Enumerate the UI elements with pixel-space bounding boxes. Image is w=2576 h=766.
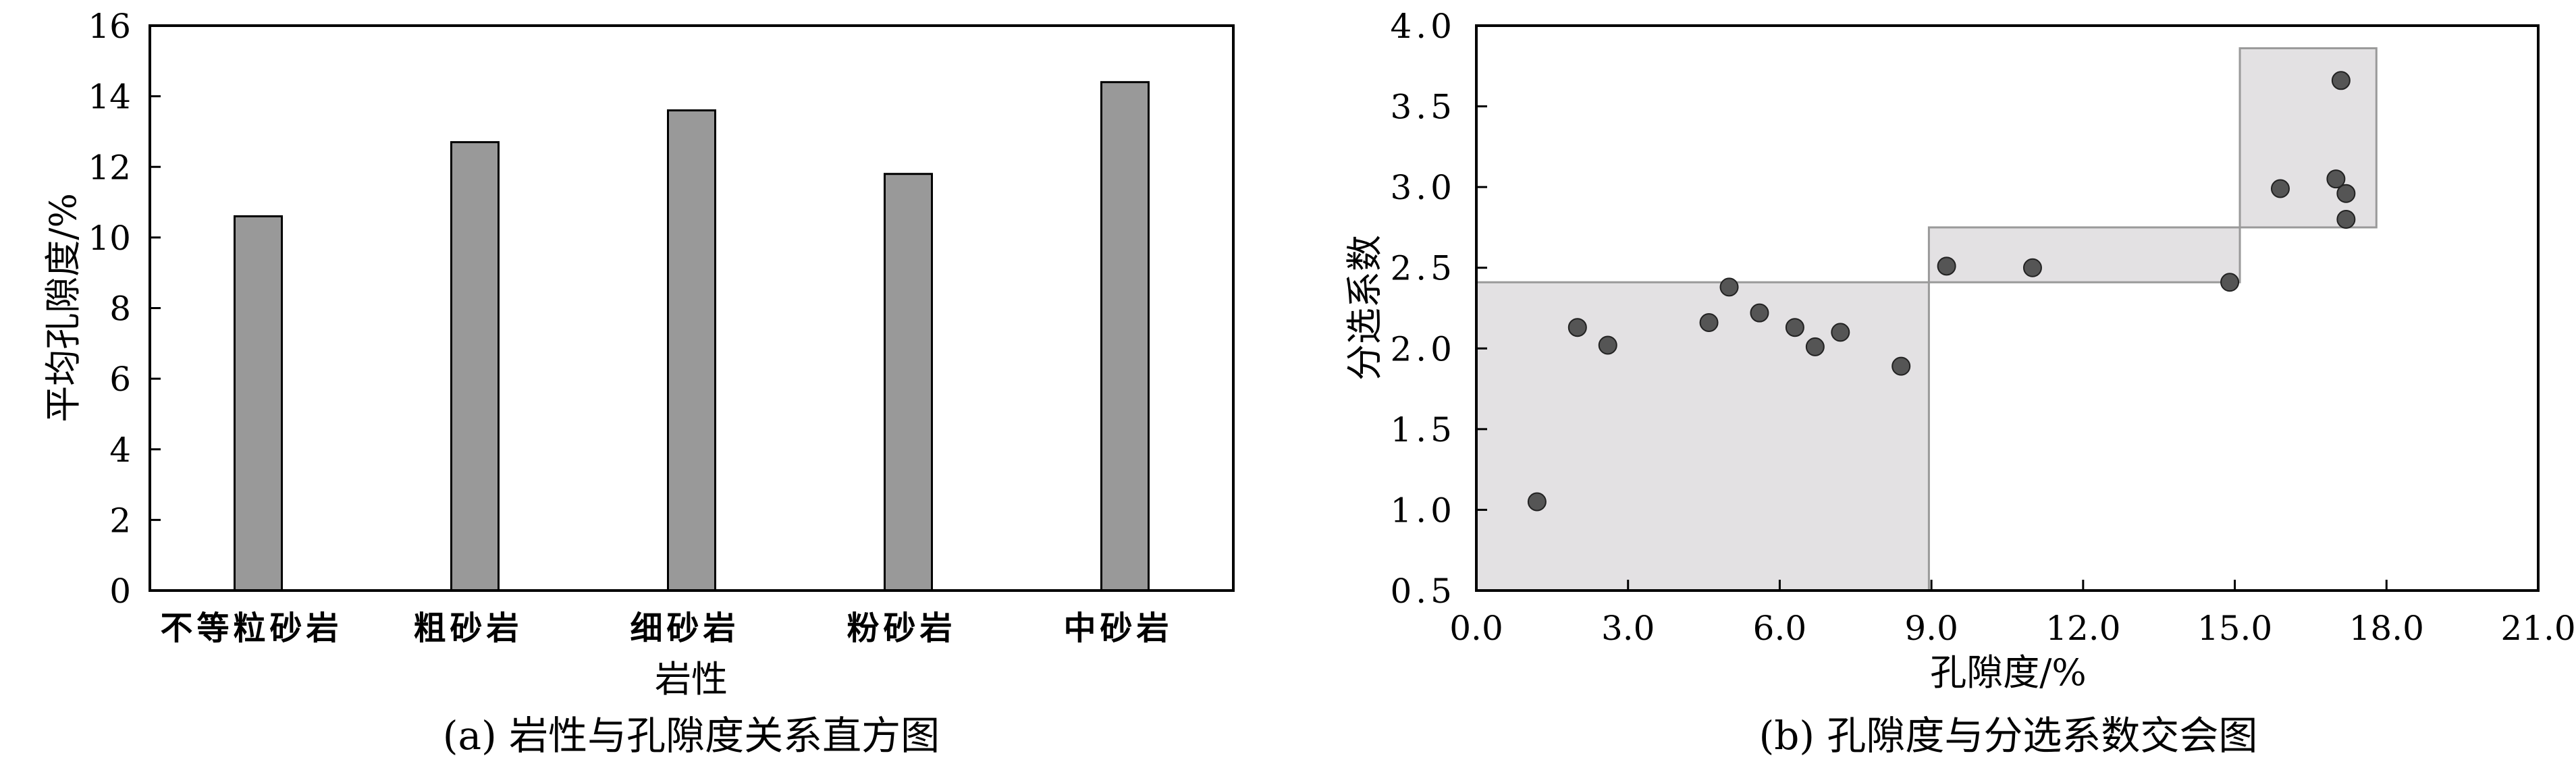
- scatter-point: [1891, 356, 1911, 376]
- bar-chart-caption: (a) 岩性与孔隙度关系直方图: [443, 713, 940, 759]
- scatter-chart-x-axis-label: 孔隙度/%: [1930, 651, 2087, 694]
- shaded-region: [1927, 226, 2241, 283]
- bar: [1100, 81, 1150, 592]
- bar-series: [234, 81, 1150, 592]
- scatter-point: [1831, 323, 1850, 342]
- bar-chart-y-tick-label: 0: [109, 572, 131, 611]
- bar-chart-y-tick-label: 4: [109, 431, 131, 470]
- scatter-point: [1699, 313, 1719, 333]
- scatter-chart-axes-frame: [1475, 24, 2540, 592]
- scatter-point: [2336, 184, 2356, 203]
- scatter-chart-x-tick-label: 15.0: [2197, 609, 2272, 648]
- scatter-point: [2336, 209, 2356, 229]
- shaded-regions: [1475, 47, 2378, 592]
- scatter-point: [1719, 277, 1739, 297]
- scatter-chart-x-tick-label: 6.0: [1753, 609, 1807, 648]
- bar: [884, 173, 933, 592]
- scatter-point: [2220, 273, 2240, 292]
- bar-chart-y-tick-label: 8: [109, 290, 131, 329]
- bar-chart-y-tick-label: 12: [88, 148, 131, 187]
- scatter-chart-y-tick-label: 1.0: [1390, 491, 1456, 530]
- bar-chart-category-label: 中砂岩: [1063, 609, 1173, 647]
- scatter-point: [1937, 256, 1956, 276]
- scatter-chart-x-tick-label: 0.0: [1449, 609, 1503, 648]
- bar-chart-y-tick-label: 16: [88, 7, 131, 46]
- scatter-chart-x-tick-label: 9.0: [1904, 609, 1958, 648]
- scatter-point: [1598, 335, 1617, 355]
- scatter-chart-y-tick-label: 3.0: [1390, 168, 1456, 207]
- bar-chart-category-label: 不等粒砂岩: [160, 609, 342, 647]
- bar: [667, 109, 716, 592]
- bar-chart-y-tick-label: 14: [88, 78, 131, 117]
- bar-chart-y-tick-label: 6: [109, 360, 131, 399]
- scatter-chart-panel: 0.5 1.0 1.5 2.0 2.5 3.0 3.5 4.0 0.0 3.0 6.0 9.0 12.…: [1343, 7, 2576, 759]
- scatter-chart-y-tick-label: 0.5: [1390, 572, 1456, 611]
- scatter-point: [2331, 71, 2351, 90]
- scatter-chart-y-tick-label: 4.0: [1390, 7, 1456, 46]
- bar-chart-y-axis-label: 平均孔隙度/%: [42, 193, 84, 422]
- scatter-chart-y-tick-label: 2.5: [1390, 249, 1456, 288]
- bar-chart-category-label: 粗砂岩: [413, 609, 522, 647]
- scatter-chart-x-tick-label: 21.0: [2500, 609, 2575, 648]
- scatter-chart-y-tick-label: 3.5: [1390, 88, 1456, 127]
- scatter-point: [2326, 169, 2346, 189]
- bar: [234, 215, 283, 592]
- scatter-chart-y-tick-label: 2.0: [1390, 329, 1456, 368]
- bar-chart-y-tick-label: 2: [109, 501, 131, 540]
- scatter-point: [2270, 179, 2290, 198]
- scatter-points: [1527, 71, 2356, 512]
- scatter-chart-caption: (b) 孔隙度与分选系数交会图: [1759, 713, 2258, 759]
- shaded-region: [2238, 47, 2378, 229]
- scatter-point: [1805, 337, 1825, 356]
- bar-chart-x-axis-label: 岩性: [655, 658, 728, 701]
- scatter-point: [1567, 318, 1587, 337]
- bar-chart-panel: 0 2 4 6 8 10 12 14 16 不等粒砂岩 粗砂岩 细砂岩 粉砂岩 中砂岩 岩性 平均孔隙度…: [42, 7, 1235, 759]
- scatter-point: [1750, 303, 1769, 323]
- scatter-point: [2022, 258, 2042, 277]
- scatter-chart-x-tick-label: 12.0: [2045, 609, 2120, 648]
- bar-chart-category-label: 细砂岩: [630, 609, 739, 647]
- scatter-point: [1785, 318, 1804, 337]
- bar-chart-y-tick-label: 10: [88, 219, 131, 258]
- scatter-chart-x-tick-label: 18.0: [2349, 609, 2424, 648]
- scatter-chart-x-tick-label: 3.0: [1601, 609, 1655, 648]
- bar-chart-category-label: 粉砂岩: [847, 609, 956, 647]
- scatter-point: [1527, 492, 1547, 512]
- bar: [450, 141, 500, 592]
- shaded-region: [1475, 281, 1930, 592]
- scatter-chart-y-axis-label: 分选系数: [1343, 235, 1386, 381]
- scatter-chart-y-tick-label: 1.5: [1390, 410, 1456, 449]
